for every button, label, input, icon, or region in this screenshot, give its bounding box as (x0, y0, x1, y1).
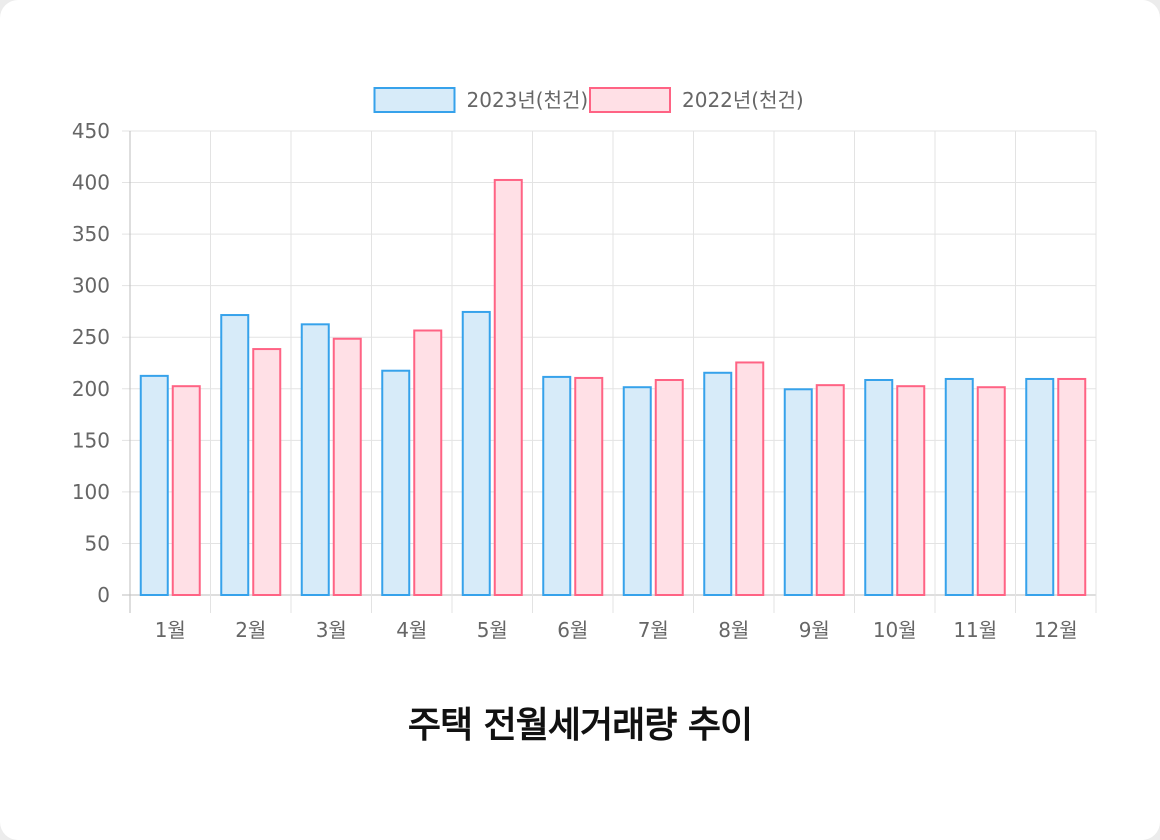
bar-series-1 (703, 371, 733, 596)
y-tick-label: 400 (72, 171, 110, 195)
bar-series-1 (622, 386, 652, 596)
x-tick-label: 12월 (1034, 618, 1078, 642)
x-tick-label: 1월 (155, 618, 186, 642)
y-tick-label: 200 (72, 377, 110, 401)
y-tick-label: 100 (72, 480, 110, 504)
bar-series-2 (171, 385, 201, 596)
x-tick-label: 6월 (557, 618, 588, 642)
bar-series-2 (735, 361, 765, 597)
bar-series-1 (139, 374, 169, 596)
bar-series-1 (542, 375, 572, 596)
bar-series-1 (1025, 377, 1055, 597)
x-tick-label: 5월 (477, 618, 508, 642)
y-tick-label: 150 (72, 428, 110, 452)
bar-series-2 (574, 376, 604, 596)
bar-series-1 (783, 388, 813, 596)
bar-series-2 (332, 337, 362, 596)
x-tick-label: 4월 (396, 618, 427, 642)
x-tick-label: 7월 (638, 618, 669, 642)
bar-series-2 (976, 386, 1006, 596)
y-tick-label: 0 (97, 583, 110, 607)
x-tick-label: 8월 (718, 618, 749, 642)
bar-series-1 (864, 378, 894, 596)
bar-chart: 0 50 100 150 200 250 300 350 400 450 1월 2월 3월 4월 5월 6월 7… (72, 87, 1097, 642)
bar-series-2 (1057, 377, 1087, 597)
bar-series-1 (300, 323, 330, 596)
x-tick-label: 3월 (316, 618, 347, 642)
legend-label: 2022년(천건) (682, 88, 804, 112)
bar-series-2 (493, 178, 523, 596)
bar-series-2 (815, 384, 845, 596)
bar-series-1 (220, 314, 250, 596)
bar-series-1 (461, 310, 491, 596)
x-tick-label: 9월 (799, 618, 830, 642)
bar-series-1 (381, 369, 411, 596)
bar-series-2 (654, 378, 684, 596)
bar-series-2 (252, 348, 282, 597)
y-tick-label: 50 (85, 531, 110, 555)
y-tick-label: 300 (72, 274, 110, 298)
x-tick-label: 10월 (873, 618, 917, 642)
y-tick-label: 450 (72, 119, 110, 143)
bar-series-1 (944, 377, 974, 597)
bar-series-2 (413, 329, 443, 596)
chart-title: 주택 전월세거래량 추이 (407, 705, 753, 746)
legend-swatch (373, 87, 456, 113)
x-tick-label: 11월 (953, 618, 997, 642)
legend-swatch (589, 87, 671, 113)
x-tick-label: 2월 (235, 618, 266, 642)
y-tick-label: 350 (72, 222, 110, 246)
y-tick-label: 250 (72, 325, 110, 349)
bar-series-2 (896, 385, 926, 596)
legend-label: 2023년(천건) (467, 88, 589, 112)
